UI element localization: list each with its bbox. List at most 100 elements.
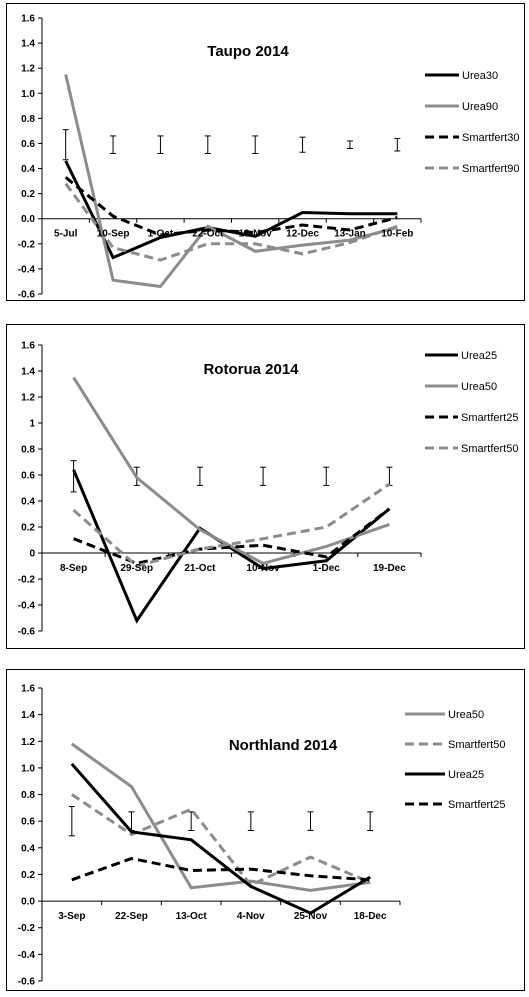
x-tick-label: 12-Dec bbox=[286, 229, 319, 240]
y-tick-label: 1.6 bbox=[21, 341, 35, 352]
y-tick-label: 0.8 bbox=[21, 445, 35, 456]
x-tick-label: 10-Nov bbox=[246, 563, 280, 574]
x-tick-label: 13-Jan bbox=[334, 229, 366, 240]
series-line-urea25 bbox=[70, 762, 371, 915]
y-tick-label: 0.6 bbox=[21, 817, 35, 828]
series-line-smartfert50 bbox=[70, 793, 371, 887]
error-bar bbox=[307, 811, 314, 832]
y-tick-label: 0.2 bbox=[21, 189, 35, 200]
error-bar bbox=[252, 135, 259, 154]
y-tick-label: 1.2 bbox=[21, 737, 35, 748]
x-tick-label: 29-Sep bbox=[120, 563, 153, 574]
series-line-urea25 bbox=[72, 469, 391, 624]
y-tick-label: 1.4 bbox=[21, 710, 35, 721]
error-bar bbox=[70, 460, 77, 493]
y-tick-label: -0.2 bbox=[18, 923, 36, 934]
y-tick-label: 1.6 bbox=[21, 14, 35, 25]
error-bar bbox=[204, 135, 211, 154]
y-tick-label: 0 bbox=[29, 549, 35, 560]
y-tick-label: 0.4 bbox=[21, 164, 35, 175]
chart-svg-rotorua: 1.6 1.4 1.2 1 0.8 0.6 0.4 0.2 0 -0.2 -0.4 -0.6 8-Sep… bbox=[18, 341, 519, 638]
y-tick-label: 0.2 bbox=[21, 870, 35, 881]
x-tick-label: 10-Sep bbox=[97, 229, 130, 240]
x-tick-label: 1-Dec bbox=[313, 563, 341, 574]
y-tick-label: -0.2 bbox=[18, 239, 36, 250]
y-tick-label: 1.0 bbox=[21, 89, 35, 100]
y-tick-label: -0.6 bbox=[18, 977, 36, 988]
legend-label-smartfert25: Smartfert25 bbox=[448, 799, 505, 811]
chart-svg-northland: 1.6 1.4 1.2 1.0 0.8 0.6 0.4 0.2 0.0 -0.2 -0.4 -0.6 3… bbox=[18, 684, 506, 988]
legend-label-urea90: Urea90 bbox=[462, 101, 498, 113]
legend-label-smartfert30: Smartfert30 bbox=[462, 132, 519, 144]
y-tick-label: 0.0 bbox=[21, 214, 35, 225]
error-bar bbox=[188, 811, 195, 832]
error-bar bbox=[367, 811, 374, 832]
error-bar bbox=[110, 135, 117, 154]
y-tick-label: 0.6 bbox=[21, 139, 35, 150]
series-line-urea90 bbox=[64, 74, 398, 289]
y-tick-label: 0.8 bbox=[21, 114, 35, 125]
y-tick-label: 0.8 bbox=[21, 790, 35, 801]
legend-label-smartfert25: Smartfert25 bbox=[461, 412, 518, 424]
y-tick-label: 0.4 bbox=[21, 497, 35, 508]
chart-title: Rotorua 2014 bbox=[203, 361, 299, 378]
x-tick-label: 4-Nov bbox=[237, 911, 265, 922]
error-bar bbox=[346, 140, 353, 149]
chart-panel-taupo: 1.6 1.4 1.2 1.0 0.8 0.6 0.4 0.2 0.0 -0.2 -0.4 -0.6 5… bbox=[6, 3, 525, 301]
legend-label-urea25: Urea25 bbox=[448, 769, 484, 781]
y-tick-label: -0.6 bbox=[18, 290, 36, 301]
error-bar bbox=[323, 466, 330, 486]
legend-label-urea50: Urea50 bbox=[461, 381, 497, 393]
chart-title: Northland 2014 bbox=[229, 737, 338, 754]
legend-label-smartfert50: Smartfert50 bbox=[461, 443, 518, 455]
y-tick-label: -0.2 bbox=[18, 575, 36, 586]
y-tick-label: 0.4 bbox=[21, 843, 35, 854]
legend-label-urea30: Urea30 bbox=[462, 70, 498, 82]
chart-title: Taupo 2014 bbox=[207, 43, 289, 60]
x-tick-label: 10-Feb bbox=[381, 229, 413, 240]
series-line-smartfert25 bbox=[73, 507, 391, 565]
x-tick-label: 13-Oct bbox=[176, 911, 208, 922]
x-tick-label: 1-Oct bbox=[148, 229, 174, 240]
y-tick-label: -0.4 bbox=[18, 264, 36, 275]
error-bar bbox=[394, 137, 401, 152]
y-tick-label: 1.0 bbox=[21, 763, 35, 774]
error-bar bbox=[157, 135, 164, 154]
series-line-smartfert50 bbox=[72, 482, 391, 568]
error-bar bbox=[196, 466, 203, 486]
x-tick-label: 8-Sep bbox=[60, 563, 87, 574]
y-tick-label: 1.4 bbox=[21, 367, 35, 378]
y-tick-label: 0.6 bbox=[21, 471, 35, 482]
y-tick-label: -0.4 bbox=[18, 601, 36, 612]
legend-label-urea50: Urea50 bbox=[448, 709, 484, 721]
series-line-smartfert30 bbox=[64, 176, 398, 237]
error-bar bbox=[386, 466, 393, 486]
y-tick-label: -0.4 bbox=[18, 950, 36, 961]
series-line-smartfert90 bbox=[64, 182, 398, 262]
y-tick-label: 1.2 bbox=[21, 393, 35, 404]
legend-label-smartfert90: Smartfert90 bbox=[462, 163, 519, 175]
series-line-smartfert25 bbox=[71, 856, 371, 882]
y-tick-label: 1.2 bbox=[21, 64, 35, 75]
y-tick-label: 0.0 bbox=[21, 897, 35, 908]
y-tick-label: 1.6 bbox=[21, 684, 35, 695]
x-tick-label: 19-Dec bbox=[373, 563, 406, 574]
series-line-urea50 bbox=[72, 376, 390, 566]
legend-label-urea25: Urea25 bbox=[461, 350, 497, 362]
error-bar bbox=[299, 136, 306, 153]
x-tick-label: 22-Oct bbox=[192, 229, 224, 240]
x-tick-label: 18-Dec bbox=[354, 911, 387, 922]
error-bar bbox=[68, 806, 75, 837]
legend-label-smartfert50: Smartfert50 bbox=[448, 739, 505, 751]
error-bar bbox=[260, 466, 267, 486]
y-tick-label: 1.4 bbox=[21, 39, 35, 50]
x-tick-label: 3-Sep bbox=[58, 911, 85, 922]
y-tick-label: 0.2 bbox=[21, 523, 35, 534]
chart-svg-taupo: 1.6 1.4 1.2 1.0 0.8 0.6 0.4 0.2 0.0 -0.2 -0.4 -0.6 5… bbox=[18, 14, 520, 301]
y-tick-label: 1 bbox=[29, 419, 35, 430]
series-line-urea50 bbox=[70, 742, 371, 892]
error-bar bbox=[247, 811, 254, 832]
error-bar bbox=[62, 129, 69, 161]
chart-panel-northland: 1.6 1.4 1.2 1.0 0.8 0.6 0.4 0.2 0.0 -0.2 -0.4 -0.6 3… bbox=[6, 669, 525, 991]
x-tick-label: 5-Jul bbox=[54, 229, 78, 240]
